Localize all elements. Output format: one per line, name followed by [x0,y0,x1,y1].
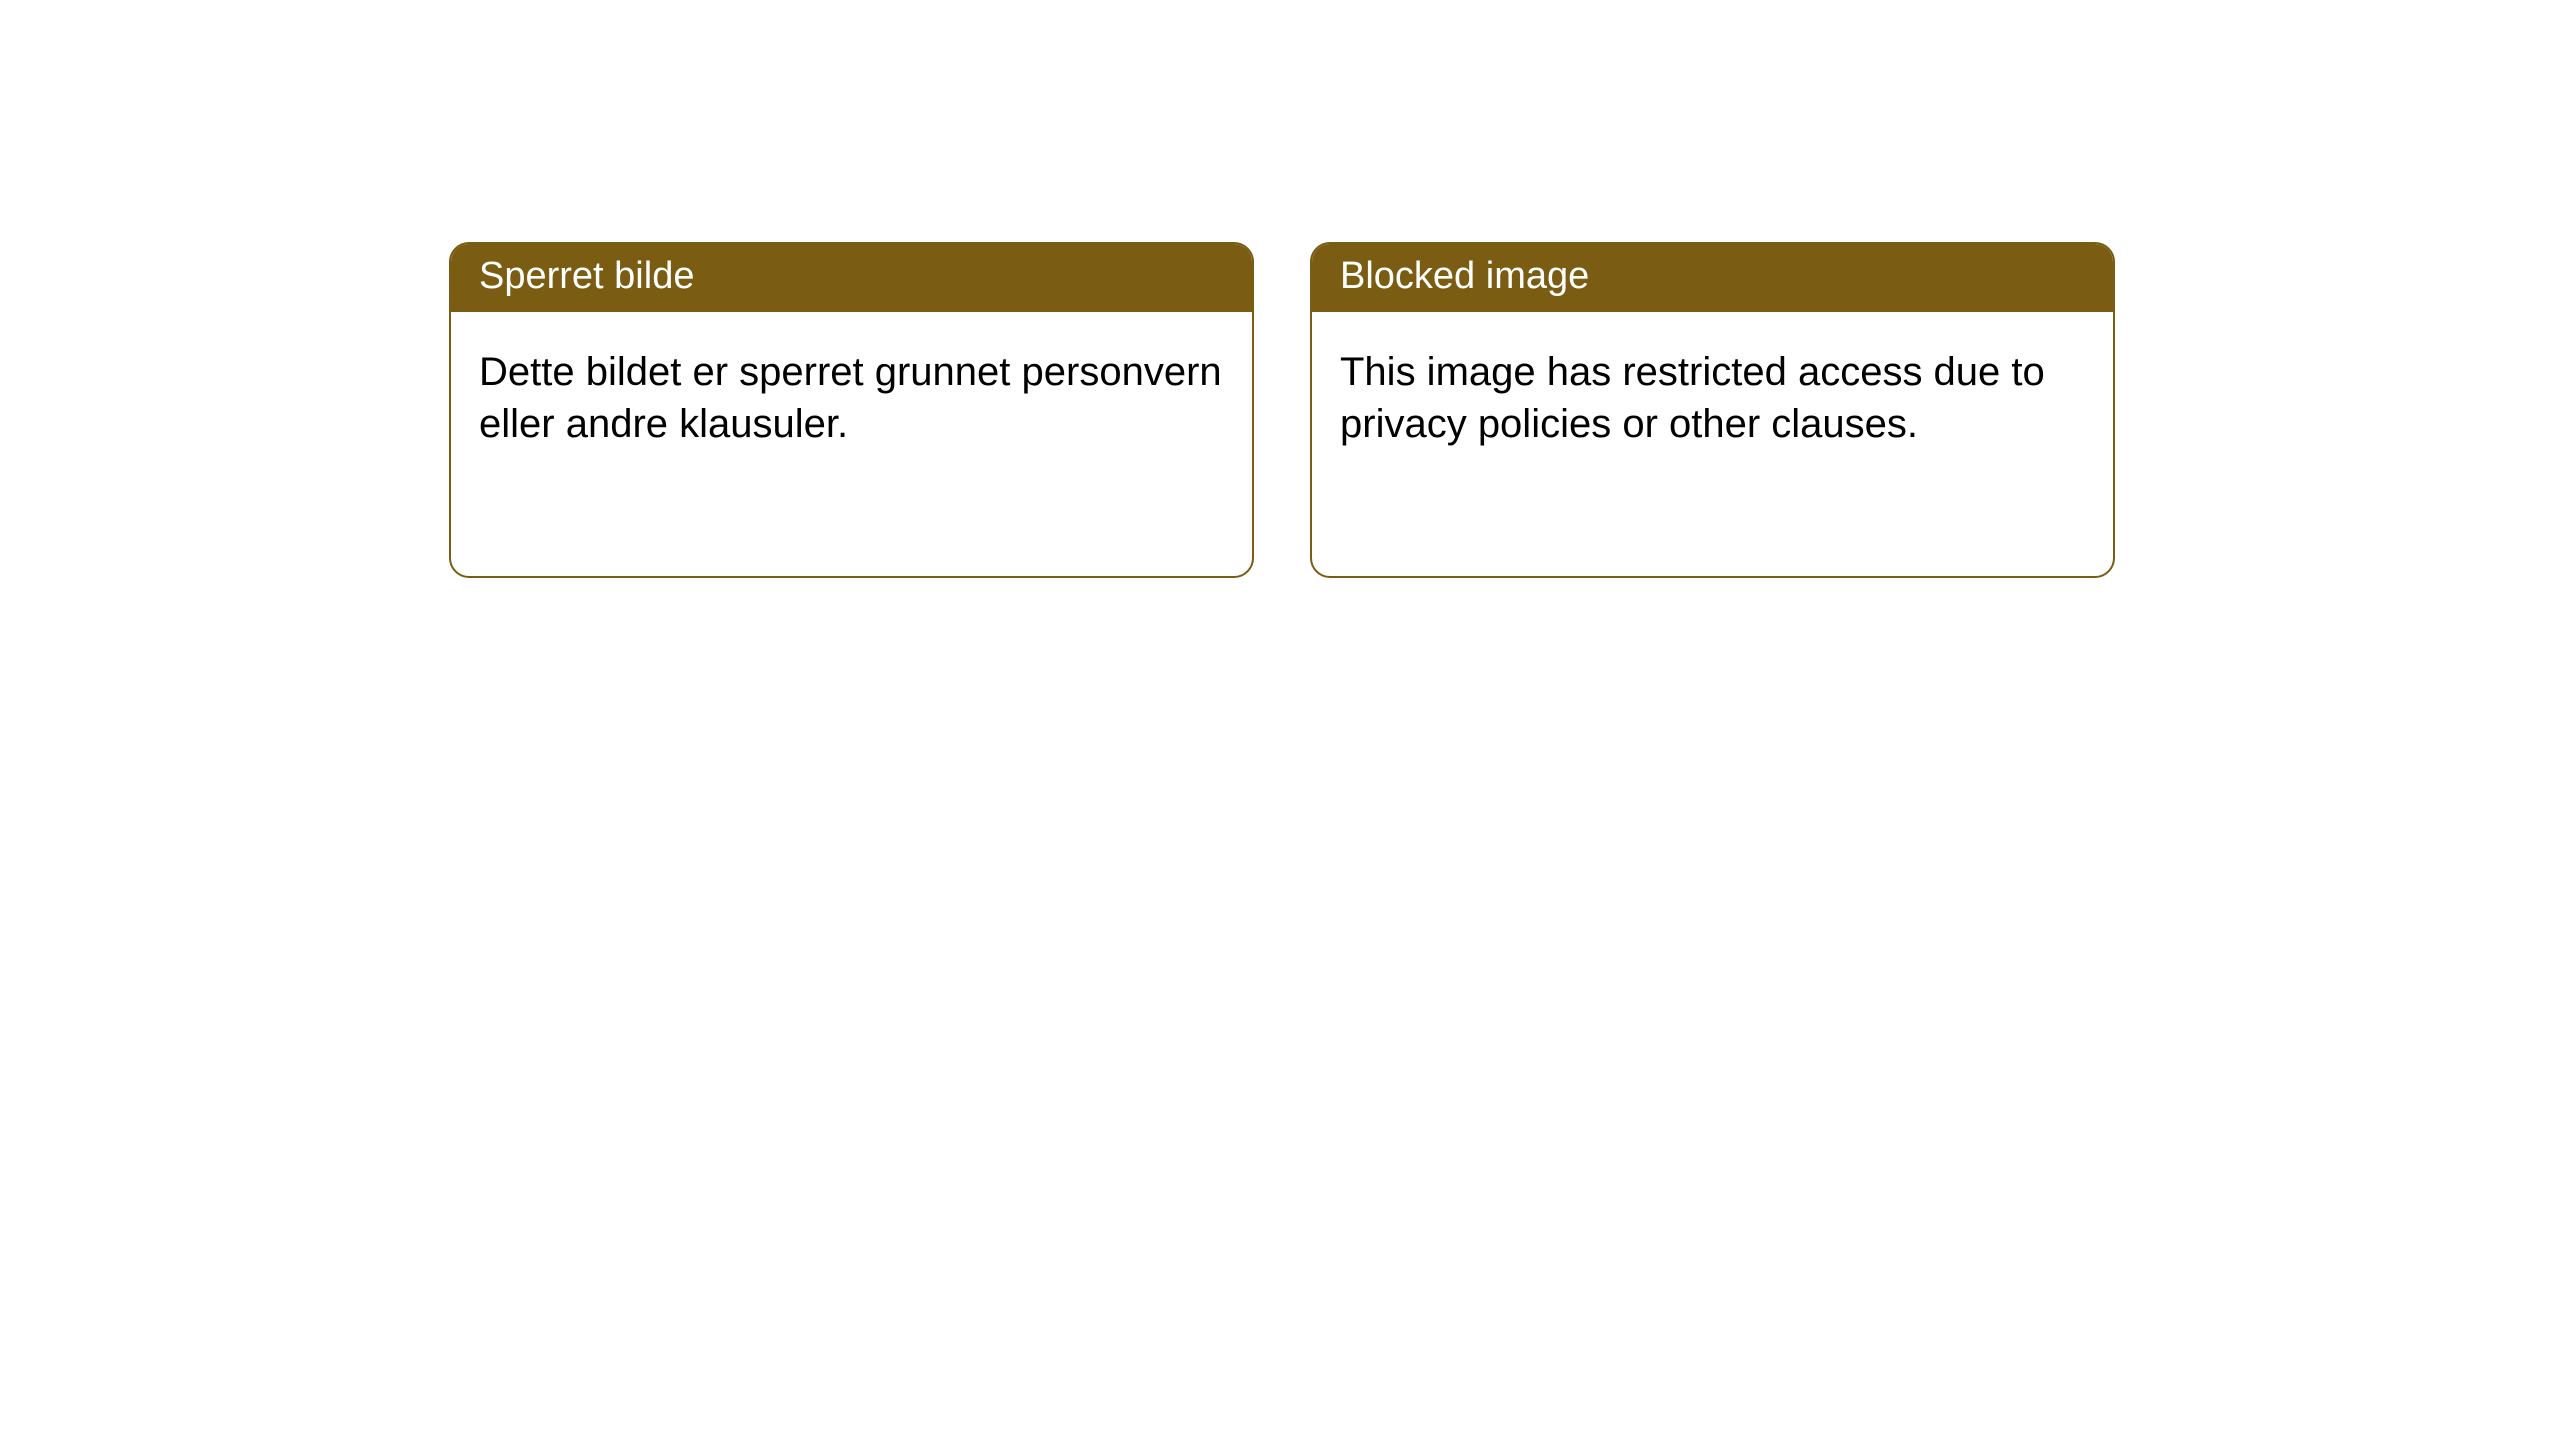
card-body-en: This image has restricted access due to … [1312,312,2113,484]
blocked-image-card-en: Blocked image This image has restricted … [1310,242,2115,578]
card-body-no: Dette bildet er sperret grunnet personve… [451,312,1252,484]
card-header-no: Sperret bilde [451,244,1252,312]
blocked-image-card-no: Sperret bilde Dette bildet er sperret gr… [449,242,1254,578]
card-container: Sperret bilde Dette bildet er sperret gr… [0,0,2560,578]
card-header-en: Blocked image [1312,244,2113,312]
